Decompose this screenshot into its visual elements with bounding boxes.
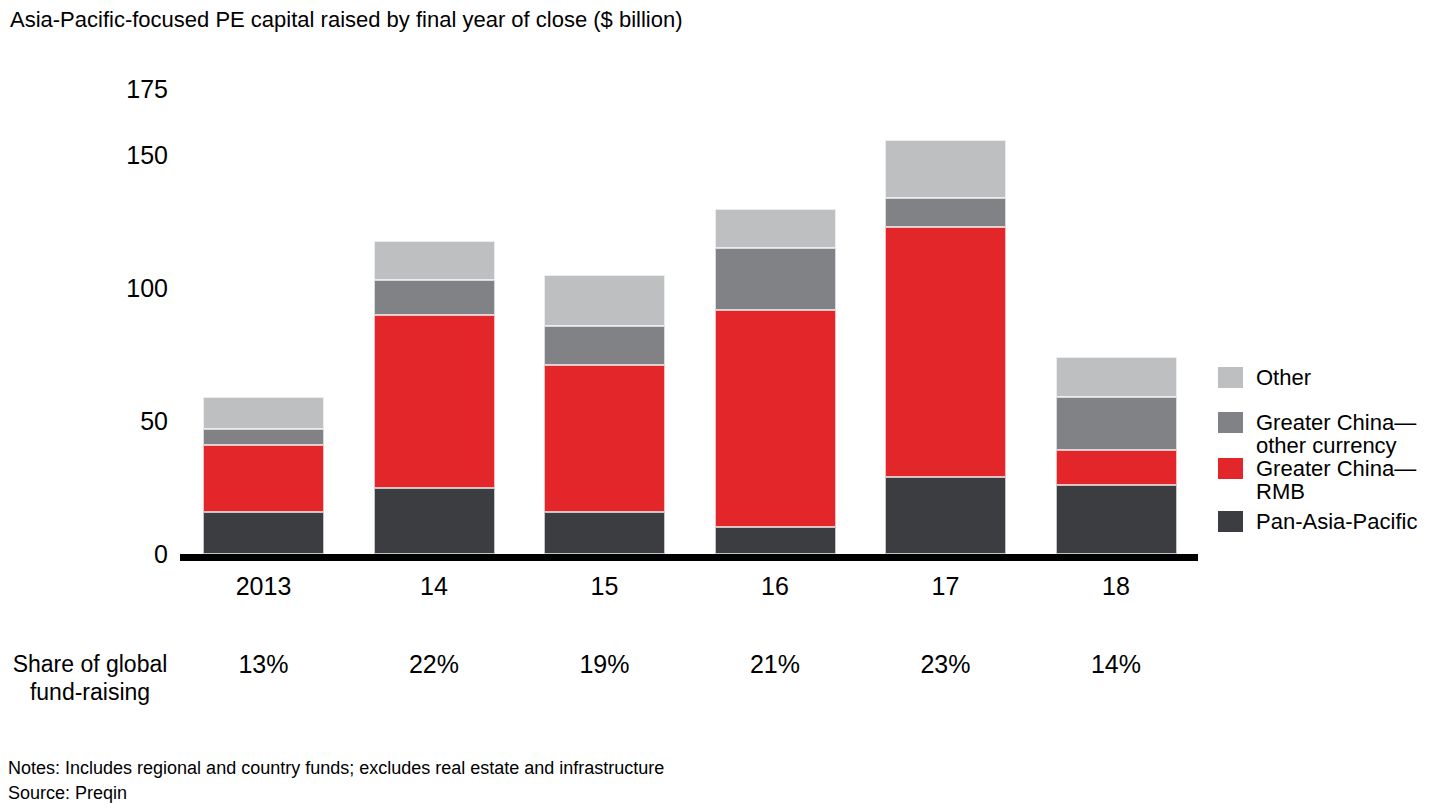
bar-segment (715, 248, 836, 309)
x-axis-tick-label: 17 (885, 572, 1006, 600)
bar-segment (544, 365, 665, 511)
bar-segment (885, 140, 1006, 198)
share-value: 22% (374, 650, 495, 678)
bar-segment (374, 241, 495, 281)
legend-label: Greater China—RMB (1256, 457, 1438, 503)
share-value: 13% (203, 650, 324, 678)
y-axis-tick-label: 0 (106, 540, 168, 569)
legend-swatch (1218, 412, 1243, 433)
bar-segment (374, 315, 495, 488)
legend-item: Pan-Asia-Pacific (1218, 510, 1438, 533)
bar-segment (1056, 485, 1177, 554)
bar-18 (1056, 357, 1177, 554)
share-value: 23% (885, 650, 1006, 678)
y-axis-tick-label: 150 (106, 141, 168, 170)
bar-15 (544, 275, 665, 554)
legend-label: Pan-Asia-Pacific (1256, 510, 1438, 533)
bar-segment (203, 512, 324, 555)
bar-segment (544, 275, 665, 325)
bar-2013 (203, 397, 324, 554)
y-axis-tick-label: 50 (106, 407, 168, 436)
x-axis-tick-label: 15 (544, 572, 665, 600)
bar-segment (203, 429, 324, 445)
bar-segment (544, 326, 665, 366)
legend-swatch (1218, 458, 1243, 479)
legend-item: Greater China—other currency (1218, 411, 1438, 457)
bar-segment (1056, 357, 1177, 397)
bar-segment (885, 198, 1006, 227)
bar-segment (715, 209, 836, 249)
bar-segment (203, 397, 324, 429)
bar-16 (715, 209, 836, 554)
bar-segment (885, 477, 1006, 554)
share-value: 14% (1056, 650, 1177, 678)
x-axis-line (180, 554, 1198, 561)
bar-segment (1056, 397, 1177, 450)
x-axis-tick-label: 14 (374, 572, 495, 600)
x-axis-tick-label: 18 (1056, 572, 1177, 600)
y-axis-tick-label: 175 (106, 75, 168, 104)
legend-item: Other (1218, 366, 1438, 389)
bar-segment (715, 310, 836, 528)
share-value: 19% (544, 650, 665, 678)
legend-label: Other (1256, 366, 1438, 389)
bar-14 (374, 241, 495, 555)
bar-segment (374, 488, 495, 554)
legend-swatch (1218, 367, 1243, 388)
x-axis-tick-label: 2013 (203, 572, 324, 600)
footnotes: Notes: Includes regional and country fun… (8, 756, 664, 806)
share-value: 21% (715, 650, 836, 678)
y-axis-tick-label: 100 (106, 274, 168, 303)
bar-segment (715, 527, 836, 554)
legend-label: Greater China—other currency (1256, 411, 1438, 457)
bar-segment (1056, 450, 1177, 485)
bar-segment (885, 227, 1006, 477)
x-axis-tick-label: 16 (715, 572, 836, 600)
share-row-label-line2: fund-raising (30, 679, 150, 705)
bar-segment (203, 445, 324, 511)
notes-line: Notes: Includes regional and country fun… (8, 756, 664, 781)
chart-canvas: Asia-Pacific-focused PE capital raised b… (0, 0, 1440, 810)
bar-segment (544, 512, 665, 555)
bar-17 (885, 140, 1006, 554)
legend-item: Greater China—RMB (1218, 457, 1438, 503)
source-line: Source: Preqin (8, 781, 664, 806)
legend-swatch (1218, 511, 1243, 532)
bar-segment (374, 280, 495, 315)
share-row-label: Share of global fund-raising (6, 650, 174, 706)
chart-title: Asia-Pacific-focused PE capital raised b… (10, 6, 683, 34)
share-row-label-line1: Share of global (13, 651, 168, 677)
